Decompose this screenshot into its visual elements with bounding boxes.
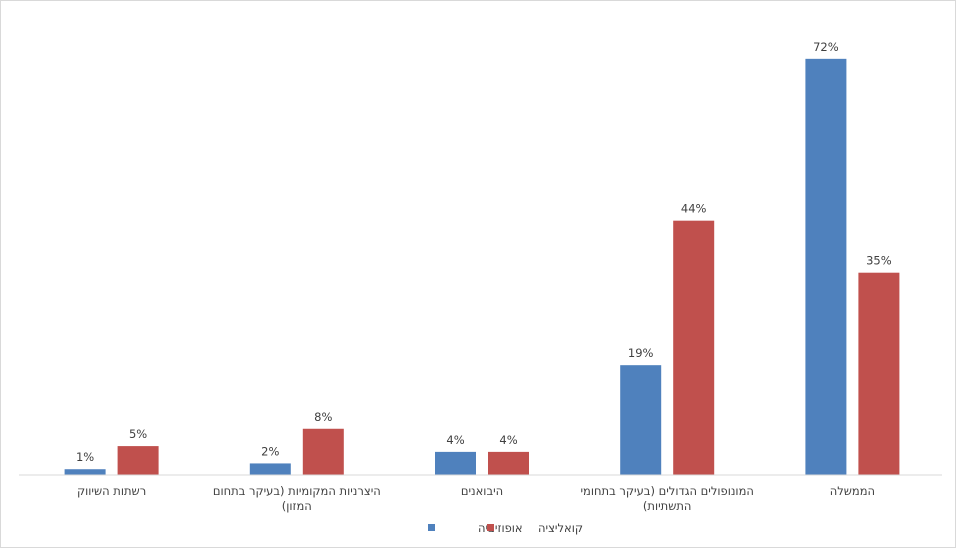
- data-label: 1%: [76, 450, 94, 464]
- value-labels-group: 1% 5% 2% 8% 4% 4% 19% 44% 72% 35%: [76, 40, 892, 464]
- data-label: 72%: [813, 40, 839, 54]
- legend-swatch-opposition: [428, 524, 435, 531]
- bar-opposition-3: [620, 365, 662, 475]
- bar-opposition-2: [435, 451, 476, 475]
- category-label: התשתיות): [643, 499, 692, 513]
- bar-coalition-1: [302, 428, 344, 475]
- category-label: רשתות השיווק: [77, 484, 146, 498]
- data-label: 2%: [261, 444, 279, 458]
- category-labels-group: רשתות השיווק היצרניות המקומיות (בעיקר בתח…: [77, 484, 875, 513]
- bar-opposition-0: [64, 469, 106, 475]
- category-label: המזון): [282, 499, 312, 513]
- data-label: 4%: [446, 433, 464, 447]
- bar-coalition-3: [673, 220, 715, 475]
- bar-opposition-4: [805, 58, 847, 476]
- category-label: היבואנים: [461, 484, 503, 498]
- legend-label-coalition: קואליציה: [538, 521, 583, 535]
- data-label: 44%: [681, 202, 707, 216]
- category-label: הממשלה: [830, 484, 875, 498]
- data-label: 5%: [129, 427, 147, 441]
- category-label: המונופולים הגדולים (בעיקר בתחומי: [580, 484, 753, 498]
- data-label: 35%: [866, 254, 892, 268]
- bar-opposition-1: [249, 463, 291, 475]
- bar-coalition-0: [117, 446, 159, 475]
- bars-group: [64, 58, 900, 476]
- bar-coalition-4: [858, 272, 900, 475]
- data-label: 4%: [499, 433, 517, 447]
- legend-swatch-coalition: [487, 524, 494, 531]
- legend-label-opposition: אופוזיציה: [478, 521, 523, 535]
- legend: אופוזיציה קואליציה: [428, 521, 583, 535]
- bar-coalition-2: [488, 451, 529, 475]
- category-label: היצרניות המקומיות (בעיקר בתחום: [213, 484, 381, 498]
- data-label: 19%: [628, 346, 654, 360]
- data-label: 8%: [314, 410, 332, 424]
